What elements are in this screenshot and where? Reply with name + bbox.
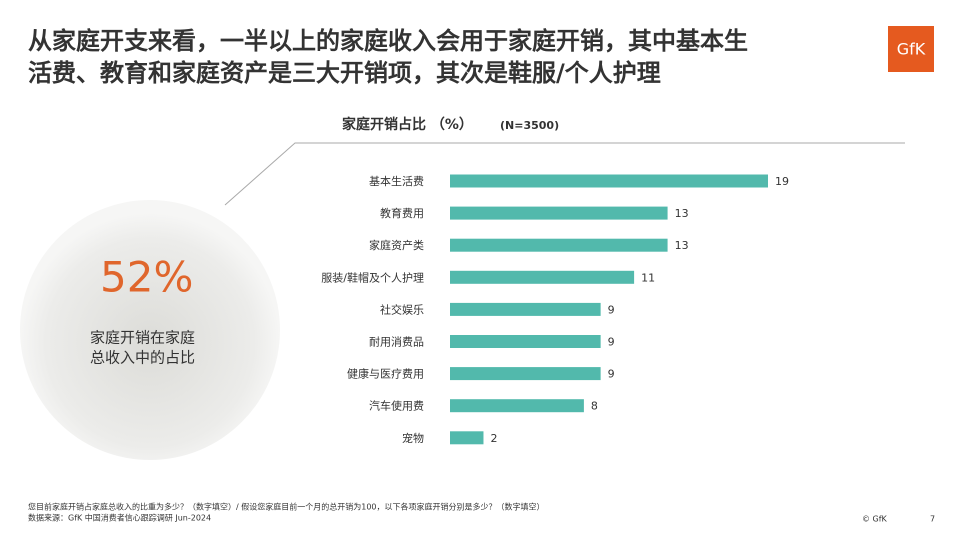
connector — [224, 142, 905, 206]
logo-box — [888, 26, 934, 72]
title-line: 活费、教育和家庭资产是三大开销项，其次是鞋服/个人护理 — [28, 59, 661, 87]
category-label: 服装/鞋帽及个人护理 — [321, 270, 424, 284]
category-label: 家庭资产类 — [369, 238, 424, 252]
value-label: 13 — [675, 239, 689, 252]
bar — [450, 335, 601, 348]
footnote: 您目前家庭开销占家庭总收入的比重为多少？（数字填空）/ 假设您家庭目前一个月的总… — [28, 502, 545, 512]
value-label: 9 — [608, 336, 615, 349]
title-line: 从家庭开支来看，一半以上的家庭收入会用于家庭开销，其中基本生 — [28, 27, 748, 55]
copyright: © GfK — [862, 515, 888, 524]
footnote: 数据来源：GfK 中国消费者信心跟踪调研 Jun-2024 — [28, 513, 211, 523]
highlight-figure: 52% — [100, 253, 193, 302]
bar — [450, 206, 668, 220]
bar — [450, 302, 601, 316]
category-label: 基本生活费 — [369, 174, 424, 188]
value-label: 9 — [608, 303, 615, 316]
bar — [450, 174, 768, 188]
category-label: 宠物 — [402, 431, 424, 445]
category-label: 社交娱乐 — [380, 302, 424, 316]
bar — [450, 270, 635, 284]
value-label: 2 — [490, 432, 497, 445]
page-number: 7 — [930, 515, 935, 524]
highlight-caption: 家庭开销在家庭 — [90, 329, 195, 347]
category-label: 汽车使用费 — [369, 399, 424, 413]
highlight-caption: 总收入中的占比 — [90, 349, 195, 367]
category-label: 教育费用 — [380, 206, 424, 220]
category-label: 健康与医疗费用 — [347, 367, 424, 381]
category-label: 耐用消费品 — [369, 335, 424, 349]
value-label: 8 — [591, 400, 598, 413]
value-label: 9 — [608, 368, 615, 381]
photo-circle — [20, 200, 280, 460]
bar — [450, 399, 584, 413]
logo: GfK — [897, 40, 926, 59]
bar — [450, 431, 484, 445]
value-label: 19 — [775, 175, 789, 188]
bar — [450, 238, 668, 252]
value-label: 11 — [641, 271, 655, 284]
chart-title: 家庭开销占比 （%） — [342, 116, 473, 133]
value-label: 13 — [675, 207, 689, 220]
bar — [450, 367, 601, 381]
chart-subtitle: (N=3500) — [500, 119, 559, 132]
